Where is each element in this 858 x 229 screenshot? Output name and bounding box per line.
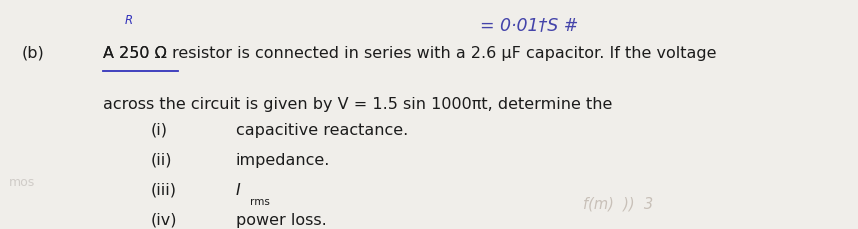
Text: impedance.: impedance. — [236, 152, 330, 167]
Text: rms: rms — [250, 196, 269, 206]
Text: f(m)  ))  3: f(m) )) 3 — [583, 196, 654, 211]
Text: across the circuit is given by V = 1.5 sin 1000πt, determine the: across the circuit is given by V = 1.5 s… — [103, 96, 613, 111]
Text: R: R — [124, 14, 132, 27]
Text: (ii): (ii) — [150, 152, 172, 167]
Text: A 250 Ω resistor is connected in series with a 2.6 μF capacitor. If the voltage: A 250 Ω resistor is connected in series … — [103, 46, 716, 61]
Text: mos: mos — [9, 175, 35, 188]
Text: power loss.: power loss. — [236, 212, 327, 227]
Text: (i): (i) — [150, 123, 167, 137]
Text: = 0·01†S #: = 0·01†S # — [480, 16, 579, 34]
Text: (iv): (iv) — [150, 212, 177, 227]
Text: (iii): (iii) — [150, 182, 176, 197]
Text: A 250 Ω: A 250 Ω — [103, 46, 166, 61]
Text: I: I — [236, 182, 241, 197]
Text: capacitive reactance.: capacitive reactance. — [236, 123, 408, 137]
Text: (b): (b) — [21, 46, 45, 61]
